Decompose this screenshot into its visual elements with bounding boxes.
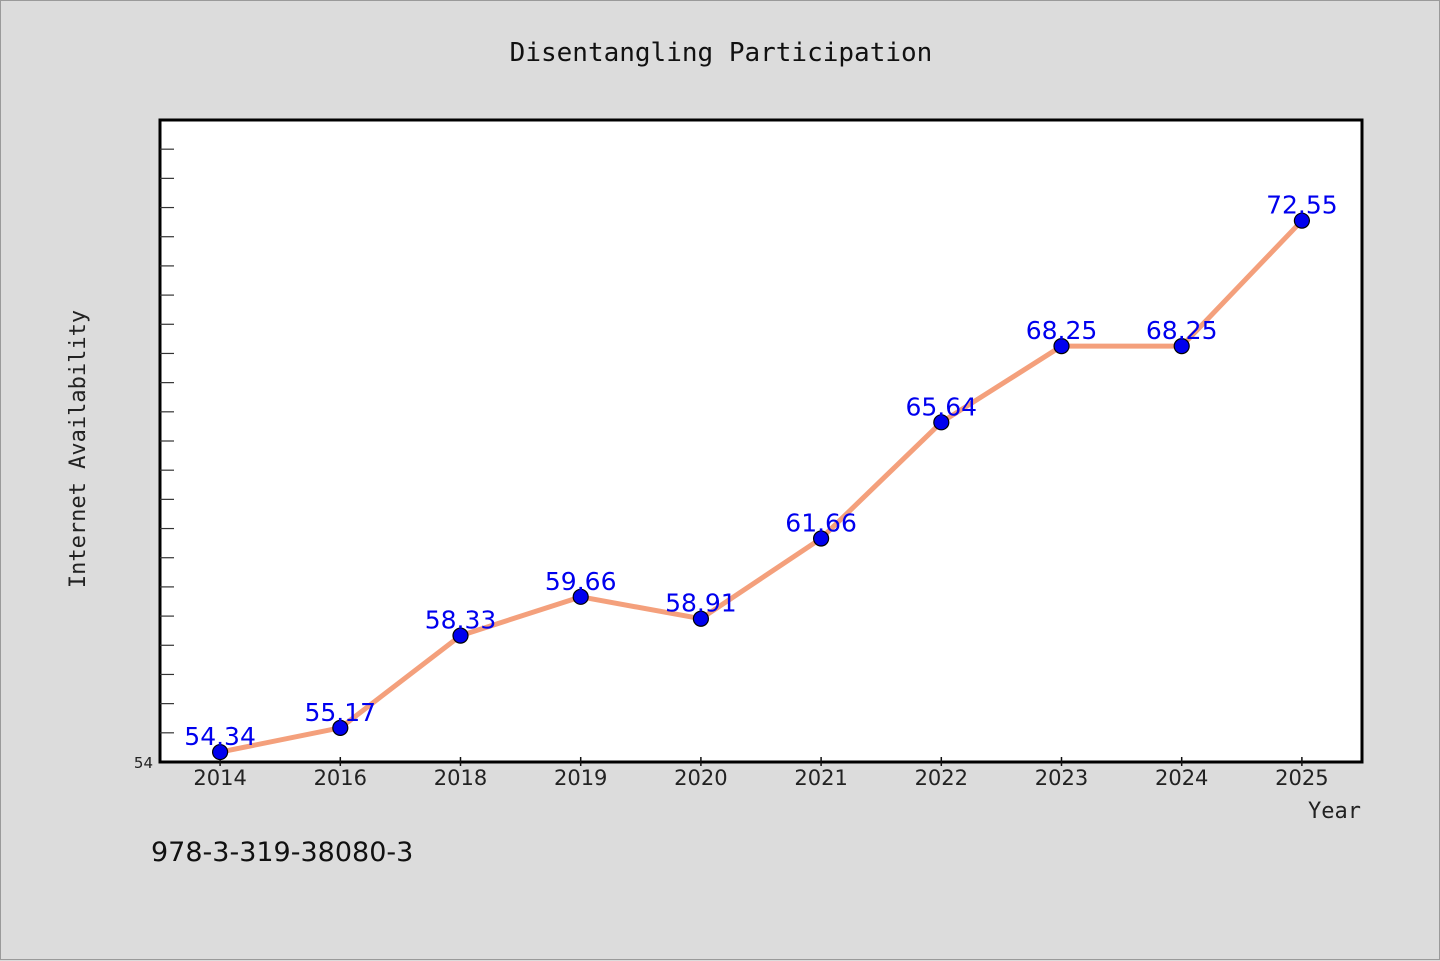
x-axis-label: Year (1308, 799, 1361, 824)
x-tick-label-2016: 2016 (314, 766, 367, 790)
x-tick-label-2023: 2023 (1035, 766, 1088, 790)
data-label-2021: 61.66 (785, 508, 857, 537)
data-point-2016 (332, 719, 349, 736)
x-tick-label-2018: 2018 (434, 766, 487, 790)
isbn-footer: 978-3-319-38080-3 (151, 837, 414, 868)
data-point-2019 (572, 588, 589, 605)
y-tick-label-min: 54 (134, 754, 153, 772)
series-data-labels: 54.34 55.17 58.33 59.66 58.91 61.66 65.64 68.25… (184, 191, 1337, 751)
x-tick-label-2021: 2021 (794, 766, 847, 790)
data-label-2024: 68.25 (1146, 316, 1218, 345)
data-label-2014: 54.34 (184, 722, 256, 751)
data-point-2024 (1173, 338, 1190, 355)
series-line (217, 218, 1305, 755)
x-axis-tick-labels: 2014 2016 2018 2019 2020 2021 2022 2023 2024 2025 (193, 766, 1328, 790)
data-point-2022 (933, 414, 950, 431)
data-label-2023: 68.25 (1026, 316, 1098, 345)
x-tick-label-2014: 2014 (193, 766, 246, 790)
x-tick-label-2024: 2024 (1155, 766, 1208, 790)
series-markers (212, 212, 1311, 761)
data-label-2018: 58.33 (425, 606, 497, 635)
data-point-2018 (452, 627, 469, 644)
chart-title: Disentangling Participation (510, 38, 933, 68)
data-label-2025: 72.55 (1266, 191, 1338, 220)
data-label-2020: 58.91 (665, 589, 737, 618)
y-axis-label: Internet Availability (66, 310, 91, 588)
x-axis-ticks (219, 757, 1303, 766)
plot-area (158, 118, 1364, 764)
data-label-2019: 59.66 (545, 567, 617, 596)
x-tick-label-2022: 2022 (915, 766, 968, 790)
data-point-2023 (1053, 338, 1070, 355)
x-tick-label-2019: 2019 (554, 766, 607, 790)
data-point-2020 (692, 610, 710, 627)
data-point-2021 (812, 530, 830, 547)
y-axis-ticks (160, 148, 174, 734)
x-tick-label-2025: 2025 (1275, 766, 1328, 790)
x-tick-label-2020: 2020 (674, 766, 727, 790)
data-point-2025 (1293, 212, 1311, 229)
data-point-2014 (212, 743, 229, 761)
data-label-2022: 65.64 (906, 392, 978, 421)
data-label-2016: 55.17 (305, 698, 377, 727)
